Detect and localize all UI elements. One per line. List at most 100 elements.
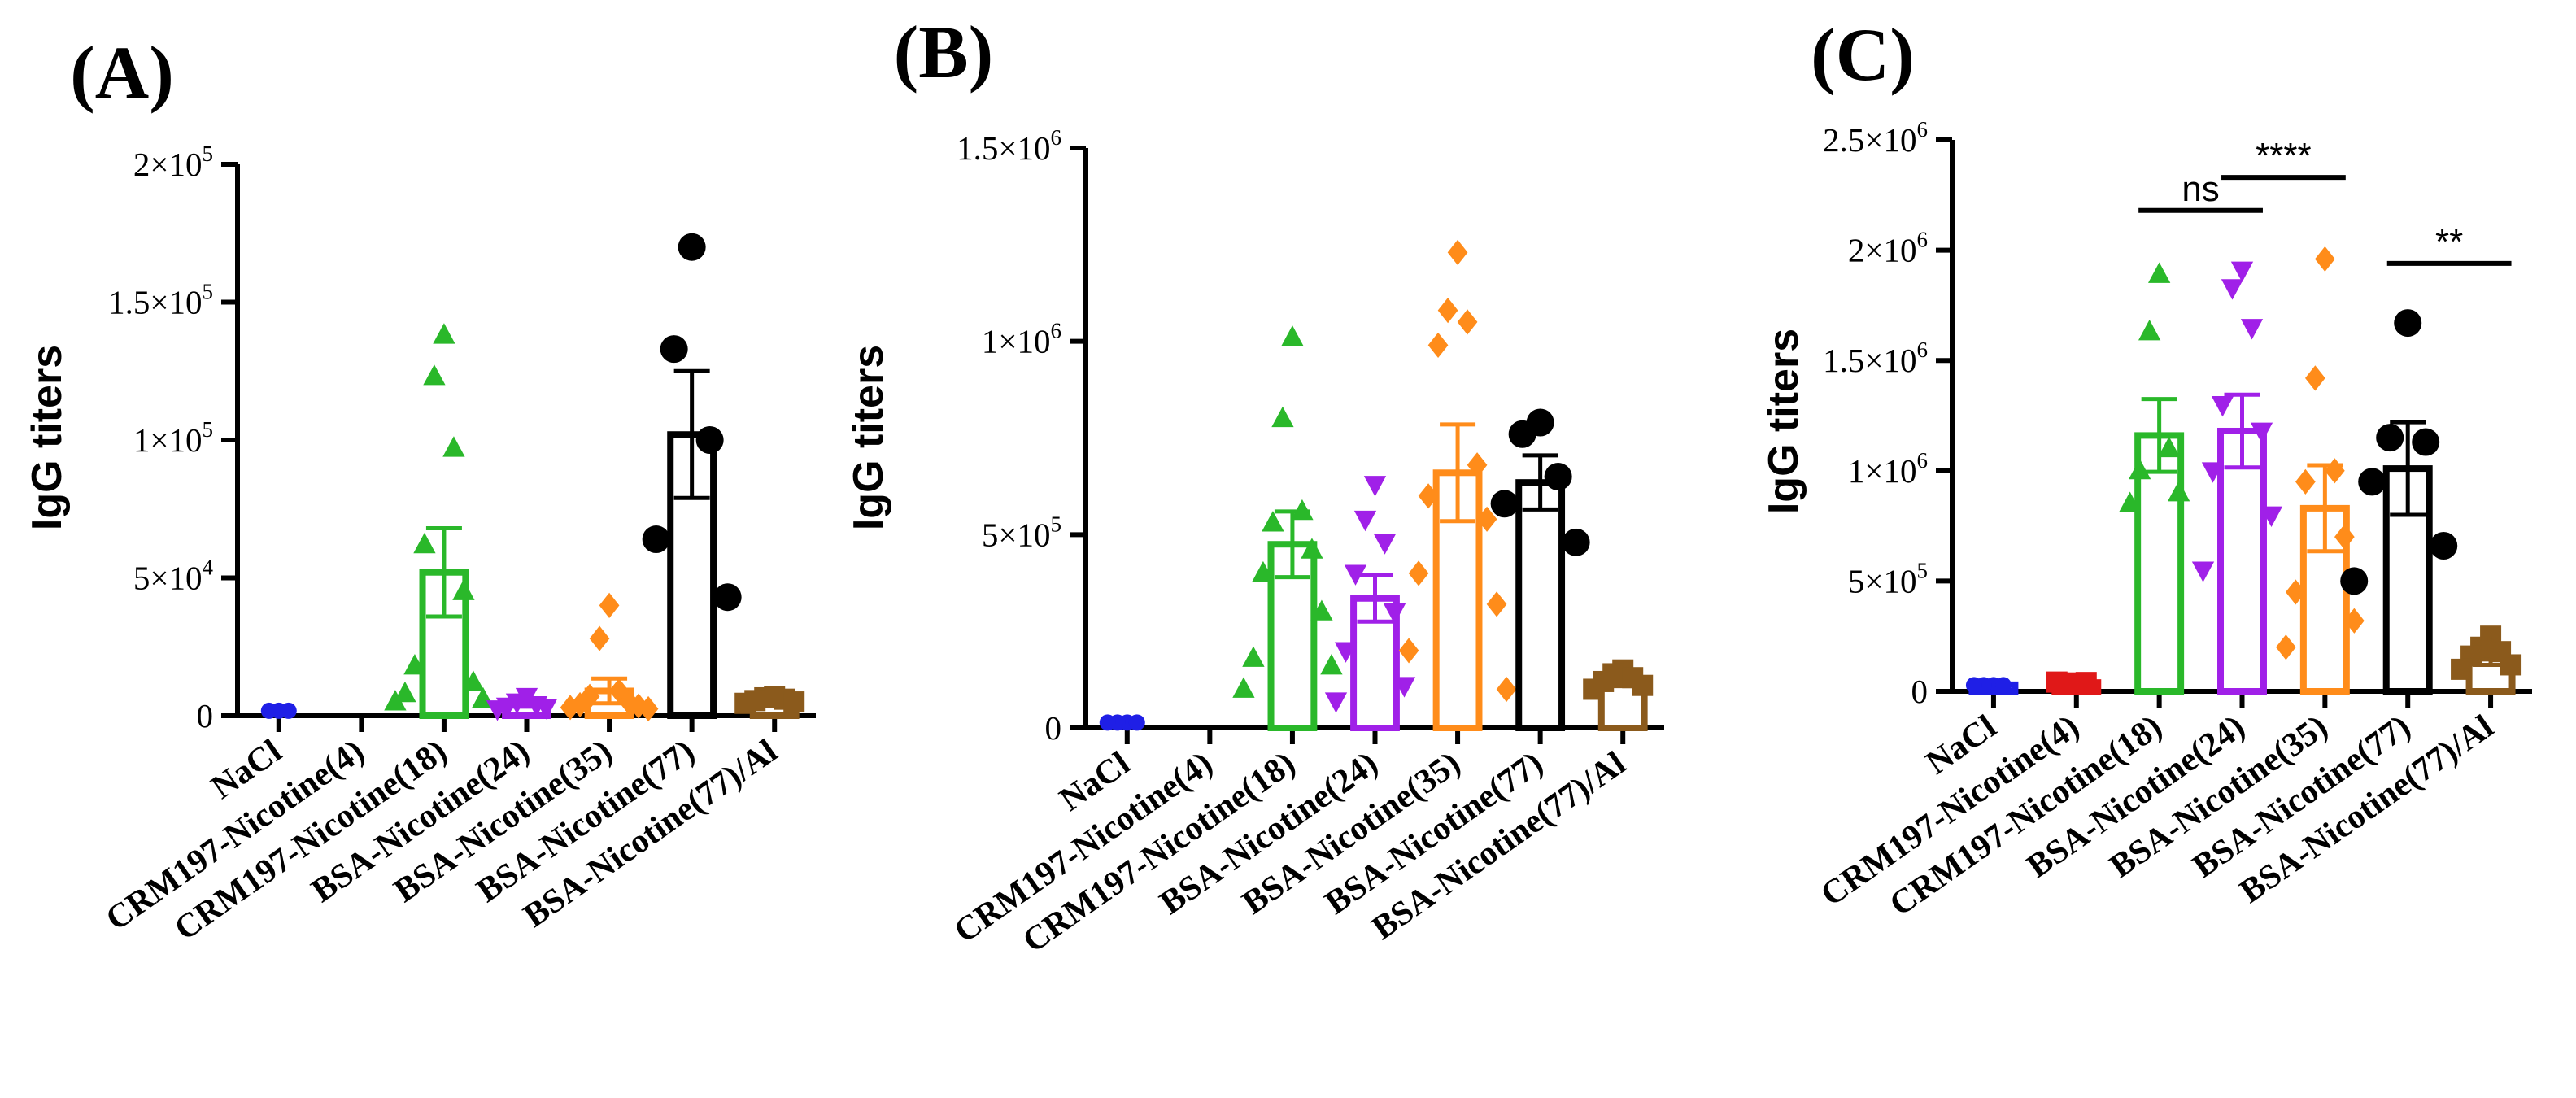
data-point <box>1363 476 1387 497</box>
data-point <box>2250 422 2273 443</box>
data-point <box>2157 436 2181 458</box>
data-point <box>2500 654 2522 676</box>
data-point <box>1965 677 1982 694</box>
y-tick-label: 1×105 <box>133 417 213 459</box>
y-tick-label: 1×106 <box>982 319 1061 360</box>
chart-panel-3: (C) IgG titers 0 5×105 1×106 1.5×106 2×106 2.5×… <box>1760 13 2532 924</box>
data-point <box>2430 532 2458 560</box>
data-point <box>1437 298 1458 324</box>
data-point <box>2412 428 2440 456</box>
data-point <box>1583 678 1605 700</box>
y-axis-label: IgG titers <box>24 345 71 530</box>
data-point <box>1457 309 1478 335</box>
data-point <box>2128 458 2151 480</box>
panel-letter: (C) <box>1811 13 1915 96</box>
data-point <box>280 702 297 719</box>
data-point <box>394 681 416 703</box>
data-point <box>695 426 724 454</box>
y-tick-label: 5×105 <box>1848 558 1928 599</box>
data-point <box>1271 406 1294 428</box>
y-tick-label: 2×105 <box>133 142 213 183</box>
data-point <box>560 695 581 721</box>
data-point <box>642 525 670 554</box>
data-point <box>734 692 756 714</box>
significance-label: ns <box>2182 169 2219 209</box>
data-point <box>2240 319 2264 340</box>
data-point <box>1099 714 1116 731</box>
data-point <box>1418 483 1439 509</box>
data-point <box>2230 261 2254 282</box>
data-point <box>2260 506 2283 527</box>
data-point <box>628 693 649 719</box>
data-point <box>1994 677 2012 694</box>
data-point <box>1320 653 1343 675</box>
data-point <box>1496 676 1517 703</box>
data-point <box>2451 658 2473 680</box>
data-point <box>1334 642 1358 663</box>
data-point <box>1632 674 1654 696</box>
data-point <box>1373 534 1397 555</box>
y-tick-label: 2×106 <box>1848 228 1928 269</box>
data-point <box>2394 309 2422 338</box>
data-point <box>1508 420 1536 448</box>
data-point <box>1252 560 1275 582</box>
significance-label: ** <box>2435 222 2463 262</box>
data-point <box>2344 608 2365 634</box>
data-point <box>713 583 742 612</box>
data-point <box>1291 499 1314 521</box>
bar <box>1515 479 1566 731</box>
data-point <box>1353 510 1377 532</box>
bar <box>2217 427 2267 695</box>
data-point <box>462 670 485 691</box>
data-point <box>1128 714 1145 731</box>
data-point <box>1232 677 1255 698</box>
data-point <box>413 532 436 554</box>
significance-label: **** <box>2256 136 2312 176</box>
data-point <box>1486 591 1507 617</box>
y-tick-label: 1.5×106 <box>957 125 1061 167</box>
y-tick-label: 1×106 <box>1848 448 1928 490</box>
data-point <box>2334 524 2355 550</box>
y-tick-label: 5×104 <box>133 556 214 597</box>
data-point <box>433 323 455 344</box>
panel-letter: (A) <box>70 31 174 114</box>
data-point <box>2221 279 2244 300</box>
data-point <box>2315 246 2335 272</box>
data-point <box>599 592 620 618</box>
y-axis-label: IgG titers <box>845 345 892 530</box>
data-point <box>2147 262 2171 283</box>
data-point <box>2138 319 2161 341</box>
data-point <box>1490 490 1519 518</box>
y-tick-label: 1.5×105 <box>108 280 213 321</box>
data-point <box>486 700 509 721</box>
panel-letter: (B) <box>894 11 994 94</box>
data-point <box>2305 365 2325 391</box>
data-point <box>2167 480 2190 502</box>
data-point <box>2295 468 2316 495</box>
y-tick-label: 0 <box>1911 673 1929 710</box>
data-point <box>1310 599 1333 621</box>
data-point <box>1344 564 1367 586</box>
y-tick-label: 2.5×106 <box>1823 117 1928 159</box>
data-point <box>423 364 446 386</box>
data-point <box>2276 634 2296 660</box>
data-point <box>678 233 706 261</box>
data-point <box>2376 424 2404 452</box>
data-point <box>2075 672 2097 694</box>
data-point <box>1447 239 1468 265</box>
data-point <box>1262 511 1284 532</box>
y-tick-label: 5×105 <box>982 512 1061 553</box>
data-point <box>1281 325 1304 346</box>
data-point <box>442 436 465 457</box>
y-tick-label: 1.5×106 <box>1823 338 1928 379</box>
data-point <box>1301 538 1323 559</box>
data-point <box>403 654 426 675</box>
y-axis-label: IgG titers <box>1760 329 1807 514</box>
data-point <box>1408 560 1429 586</box>
data-point <box>2340 567 2369 595</box>
data-point <box>1242 646 1265 667</box>
y-tick-label: 0 <box>197 697 214 734</box>
data-point <box>2201 462 2225 483</box>
y-tick-label: 0 <box>1045 709 1062 747</box>
data-point <box>660 335 688 364</box>
